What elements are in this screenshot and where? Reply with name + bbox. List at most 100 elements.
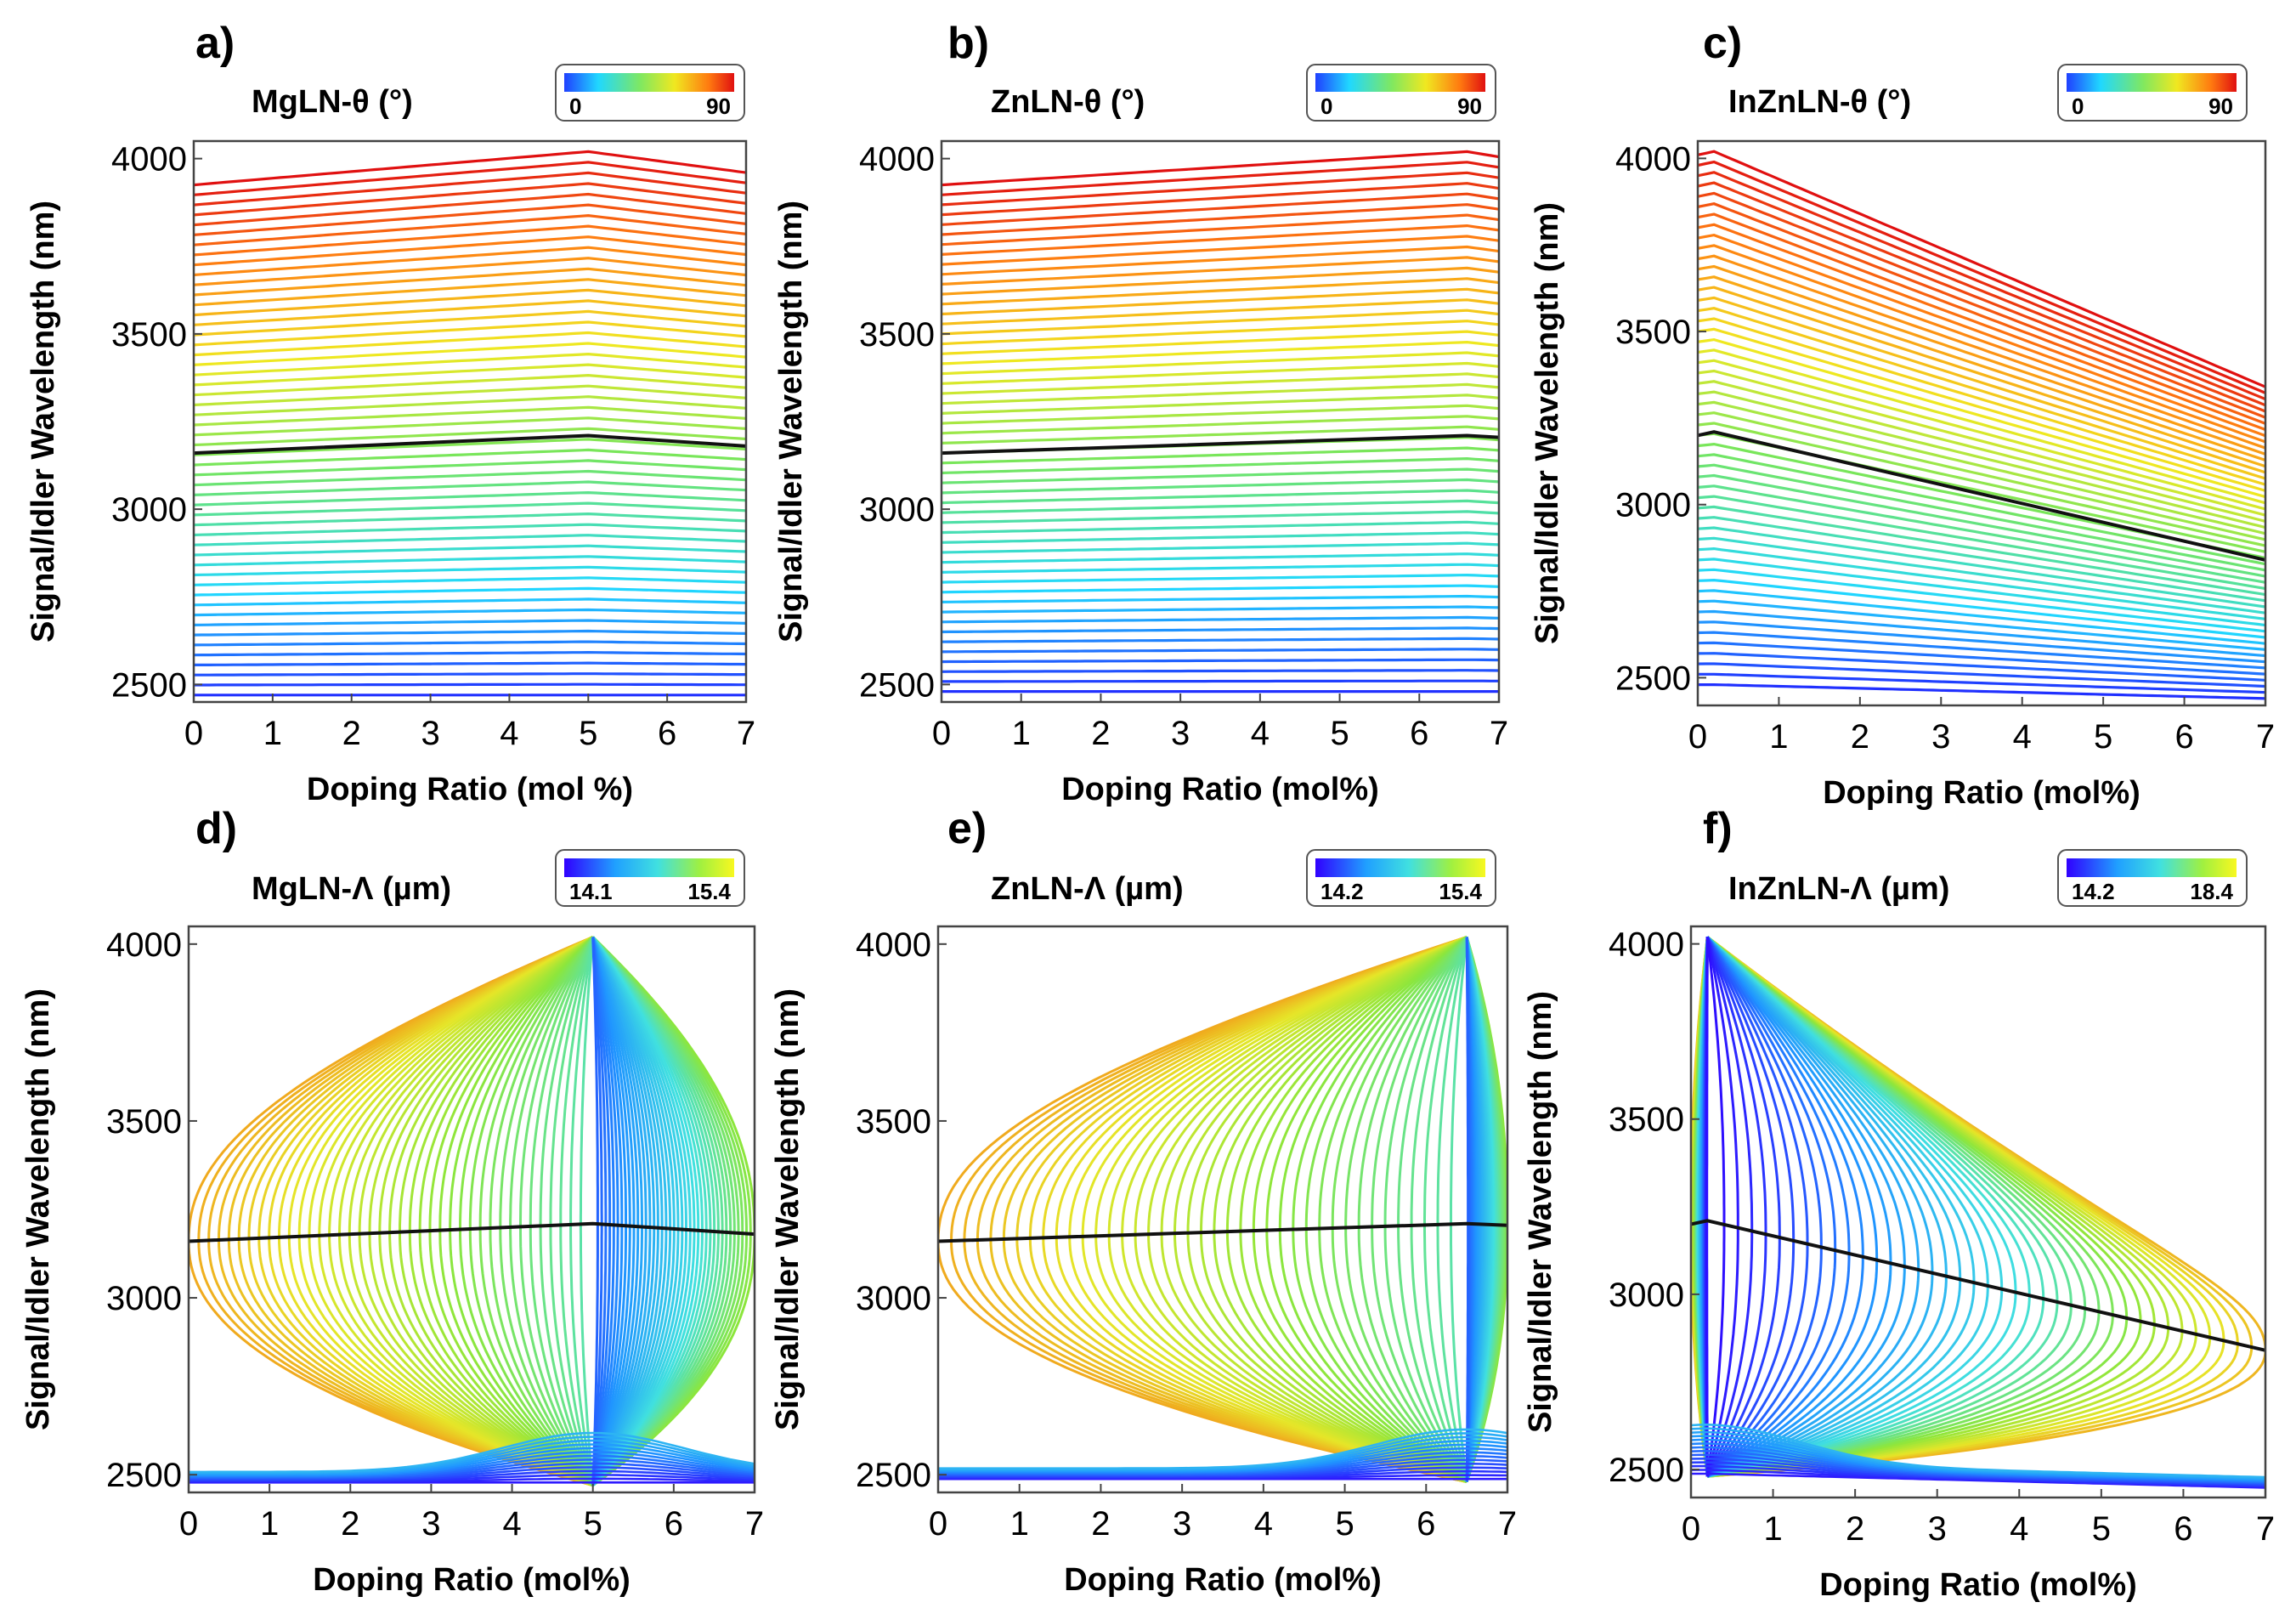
contour-line [942,478,1499,495]
contour-line [1055,1237,1468,1483]
y-tick-label: 3500 [1609,1101,1684,1139]
contour-line [478,936,594,1229]
panel-c: c) InZnLN-θ (°) 0 90 0 1 2 3 4 5 6 7 2500 3000 3500 400… [1530,19,2275,811]
contour-line [1410,936,1468,1226]
contour-line [1707,1337,2212,1478]
contour-line [942,192,1499,226]
contour-line [569,1224,595,1486]
colorbar-max-label: 15.4 [687,879,731,904]
panel-title: InZnLN-θ (°) [1728,84,1911,120]
colorbar: 14.2 18.4 [2057,849,2248,907]
contour-line [942,541,1499,554]
contour-line [591,937,612,1225]
x-tick-label: 0 [929,1505,947,1543]
x-tick-label: 5 [584,1505,602,1543]
contour-line [1698,317,2265,486]
colorbar: 0 90 [2057,64,2248,122]
panel-label: d) [195,804,237,853]
contour-line [942,552,1499,564]
contour-line [942,520,1499,535]
contour-line [1698,244,2265,444]
contour-line [418,936,594,1231]
y-tick-label: 4000 [1609,926,1684,964]
x-tick-label: 5 [2094,718,2112,756]
contour-line [1278,936,1468,1231]
contour-line [1186,936,1468,1233]
y-tick-label: 2500 [859,666,935,704]
contour-line [1706,936,1948,1277]
contour-line [942,150,1499,187]
contour-line [194,650,746,657]
contour-line [1706,936,1864,1257]
contour-line [1698,348,2265,505]
degeneracy-line [1697,430,2266,562]
contour-line [1706,936,1989,1287]
contour-line [579,1224,595,1486]
contour-line [1094,1236,1468,1483]
contour-line [942,266,1499,296]
x-tick-label: 0 [179,1505,198,1543]
contour-line [942,594,1499,603]
x-tick-label: 3 [1173,1505,1191,1543]
contour-line [1698,337,2265,499]
contour-line [194,213,746,246]
contour-line [194,608,746,617]
degeneracy-line [193,433,747,456]
plot-frame [936,925,1509,1494]
contour-line [459,936,594,1230]
x-tick-label: 2 [1846,1510,1864,1548]
x-tick-label: 6 [2174,1510,2192,1548]
contour-line [308,936,594,1237]
contour-line [459,1229,594,1486]
x-tick-label: 0 [1682,1510,1700,1548]
contour-lines [942,150,1499,694]
contour-line [942,340,1499,365]
contour-line [1304,936,1468,1229]
contour-line [1706,936,1976,1283]
y-tick-label: 3500 [856,1103,931,1141]
contour-line [591,937,603,1225]
contour-line [449,1229,594,1486]
contour-line [942,467,1499,484]
contour-line [591,937,624,1226]
contour-line [1173,936,1468,1234]
contour-line [1698,568,2265,633]
contour-line [942,298,1499,326]
y-tick-label: 3000 [856,1280,931,1317]
contour-line [942,679,1499,683]
contour-line [1450,937,1468,1225]
contour-line [1698,463,2265,572]
contour-line [237,936,594,1239]
contour-line [539,936,595,1226]
contour-line [1707,1333,2197,1478]
contour-line [1705,1224,1726,1477]
contour-line [1698,212,2265,425]
contour-line [1371,936,1468,1227]
contour-line [1698,589,2265,645]
x-tick-label: 6 [1417,1505,1435,1543]
contour-line [194,309,746,337]
contour-line [1292,936,1468,1230]
contour-line [1706,936,2101,1312]
contour-line [938,1428,1507,1469]
colorbar-gradient [564,858,734,877]
contour-line [1042,1237,1468,1483]
contour-line [1705,937,1726,1225]
contour-line [194,469,746,487]
contour-line [1705,936,1809,1244]
y-axis-label: Signal/Idler Wavelength (nm) [1530,202,1565,644]
contour-line [942,573,1499,584]
colorbar-max-label: 18.4 [2190,879,2233,904]
contour-line [942,415,1499,435]
contour-line [1706,1266,1906,1478]
contour-line [591,937,608,1225]
contour-line [278,1237,594,1487]
x-tick-label: 4 [2013,718,2032,756]
x-tick-label: 7 [737,715,755,752]
y-tick-label: 2500 [1609,1452,1684,1489]
contour-line [194,395,746,416]
contour-line [1706,936,1879,1260]
contour-line [1134,936,1468,1235]
contour-line [194,246,746,277]
contour-line [358,1233,594,1487]
